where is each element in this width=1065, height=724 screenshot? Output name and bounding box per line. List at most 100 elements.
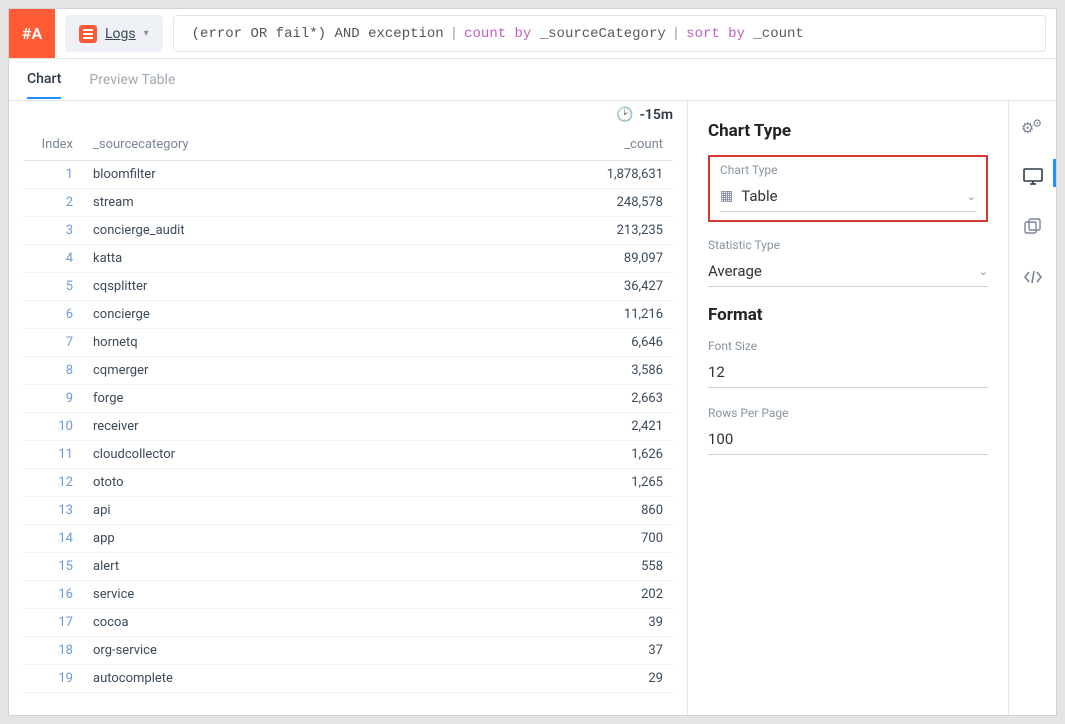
app-window: #A Logs ▾ (error OR fail*) AND exception…	[8, 8, 1057, 716]
cell-count: 89,097	[553, 245, 673, 273]
cell-index: 7	[23, 329, 83, 357]
results-panel: 🕑 -15m Index _sourcecategory _count 1blo…	[9, 101, 688, 715]
statistic-type-group: Statistic Type Average ⌄	[708, 238, 988, 287]
col-count[interactable]: _count	[553, 129, 673, 161]
query-keyword-sort: sort by	[686, 26, 745, 42]
statistic-type-label: Statistic Type	[708, 238, 988, 252]
cell-index: 8	[23, 357, 83, 385]
format-heading: Format	[708, 305, 988, 325]
cell-sourcecategory: concierge	[83, 301, 553, 329]
table-row[interactable]: 13api860	[23, 497, 673, 525]
table-row[interactable]: 14app700	[23, 525, 673, 553]
tab-chart[interactable]: Chart	[27, 61, 61, 99]
tab-preview-table[interactable]: Preview Table	[89, 62, 175, 98]
table-row[interactable]: 9forge2,663	[23, 385, 673, 413]
col-sourcecategory[interactable]: _sourcecategory	[83, 129, 553, 161]
cell-count: 3,586	[553, 357, 673, 385]
table-row[interactable]: 18org-service37	[23, 637, 673, 665]
table-row[interactable]: 17cocoa39	[23, 609, 673, 637]
table-row[interactable]: 5cqsplitter36,427	[23, 273, 673, 301]
font-size-label: Font Size	[708, 339, 988, 353]
table-row[interactable]: 16service202	[23, 581, 673, 609]
cell-sourcecategory: service	[83, 581, 553, 609]
results-table-wrap: Index _sourcecategory _count 1bloomfilte…	[9, 129, 687, 715]
cell-sourcecategory: hornetq	[83, 329, 553, 357]
table-icon: ▦	[720, 188, 733, 204]
app-logo[interactable]: #A	[9, 9, 55, 58]
copy-icon[interactable]	[1017, 213, 1049, 241]
cell-index: 19	[23, 665, 83, 693]
table-row[interactable]: 12ototo1,265	[23, 469, 673, 497]
cell-sourcecategory: cqmerger	[83, 357, 553, 385]
cell-count: 37	[553, 637, 673, 665]
table-row[interactable]: 1bloomfilter1,878,631	[23, 161, 673, 189]
cell-sourcecategory: autocomplete	[83, 665, 553, 693]
rows-per-page-group: Rows Per Page 100	[708, 406, 988, 455]
query-input[interactable]: (error OR fail*) AND exception | count b…	[173, 15, 1046, 52]
cell-sourcecategory: forge	[83, 385, 553, 413]
query-pipe: |	[450, 26, 458, 42]
rows-per-page-input[interactable]: 100	[708, 426, 988, 455]
font-size-input[interactable]: 12	[708, 359, 988, 388]
cell-count: 39	[553, 609, 673, 637]
cell-count: 6,646	[553, 329, 673, 357]
cell-sourcecategory: alert	[83, 553, 553, 581]
rows-per-page-label: Rows Per Page	[708, 406, 988, 420]
cell-index: 15	[23, 553, 83, 581]
table-row[interactable]: 7hornetq6,646	[23, 329, 673, 357]
source-label: Logs	[105, 26, 136, 42]
chart-settings-panel: Chart Type Chart Type ▦ Table ⌄ Statisti…	[688, 101, 1008, 715]
font-size-group: Font Size 12	[708, 339, 988, 388]
cell-count: 860	[553, 497, 673, 525]
cell-count: 1,265	[553, 469, 673, 497]
chevron-down-icon: ⌄	[967, 190, 976, 203]
results-table: Index _sourcecategory _count 1bloomfilte…	[23, 129, 673, 693]
tab-chart-label: Chart	[27, 71, 61, 87]
cell-index: 2	[23, 189, 83, 217]
time-range-selector[interactable]: 🕑 -15m	[9, 101, 687, 129]
code-icon[interactable]	[1017, 263, 1049, 291]
table-row[interactable]: 19autocomplete29	[23, 665, 673, 693]
chevron-down-icon: ▾	[144, 28, 149, 39]
cell-index: 17	[23, 609, 83, 637]
cell-sourcecategory: katta	[83, 245, 553, 273]
time-range-value: -15m	[640, 107, 673, 123]
cell-index: 4	[23, 245, 83, 273]
col-index[interactable]: Index	[23, 129, 83, 161]
table-row[interactable]: 2stream248,578	[23, 189, 673, 217]
cell-count: 2,421	[553, 413, 673, 441]
cell-sourcecategory: receiver	[83, 413, 553, 441]
cell-index: 12	[23, 469, 83, 497]
query-keyword-count: count by	[464, 26, 531, 42]
table-row[interactable]: 11cloudcollector1,626	[23, 441, 673, 469]
chart-type-select[interactable]: ▦ Table ⌄	[720, 183, 976, 212]
table-row[interactable]: 6concierge11,216	[23, 301, 673, 329]
tab-bar: Chart Preview Table	[9, 59, 1056, 101]
main-area: 🕑 -15m Index _sourcecategory _count 1blo…	[9, 101, 1056, 715]
cell-sourcecategory: bloomfilter	[83, 161, 553, 189]
cell-sourcecategory: concierge_audit	[83, 217, 553, 245]
logo-text: #A	[22, 24, 42, 43]
table-row[interactable]: 15alert558	[23, 553, 673, 581]
table-header-row: Index _sourcecategory _count	[23, 129, 673, 161]
query-field-count: _count	[753, 26, 803, 42]
cell-index: 9	[23, 385, 83, 413]
cell-index: 3	[23, 217, 83, 245]
cell-count: 36,427	[553, 273, 673, 301]
cell-index: 11	[23, 441, 83, 469]
logs-icon	[79, 25, 97, 43]
table-row[interactable]: 3concierge_audit213,235	[23, 217, 673, 245]
statistic-type-select[interactable]: Average ⌄	[708, 258, 988, 287]
source-selector[interactable]: Logs ▾	[65, 15, 163, 52]
cell-sourcecategory: api	[83, 497, 553, 525]
table-row[interactable]: 8cqmerger3,586	[23, 357, 673, 385]
table-row[interactable]: 4katta89,097	[23, 245, 673, 273]
clock-icon: 🕑	[616, 107, 633, 123]
query-part-text: (error OR fail*) AND exception	[192, 26, 444, 42]
chart-type-heading: Chart Type	[708, 121, 988, 141]
cell-sourcecategory: ototo	[83, 469, 553, 497]
settings-gears-icon[interactable]	[1017, 113, 1049, 141]
display-icon[interactable]	[1017, 163, 1049, 191]
cell-count: 213,235	[553, 217, 673, 245]
table-row[interactable]: 10receiver2,421	[23, 413, 673, 441]
